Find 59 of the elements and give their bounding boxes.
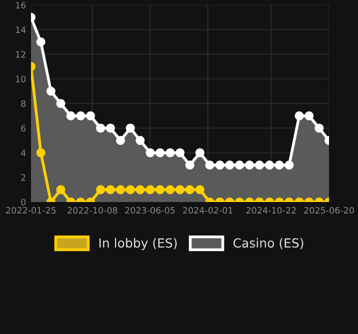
- y-tick-label: 2: [21, 174, 26, 181]
- point: [116, 185, 126, 194]
- point: [175, 148, 185, 158]
- x-tick-label: 2022-01-25: [6, 207, 56, 214]
- x-tick-label: 2025-06-20: [304, 207, 354, 214]
- point: [304, 111, 314, 120]
- point: [86, 111, 96, 120]
- legend-label: Casino (ES): [233, 238, 304, 250]
- point: [234, 160, 244, 170]
- point: [156, 148, 165, 158]
- point: [66, 111, 76, 120]
- point: [274, 160, 284, 170]
- point: [166, 148, 175, 158]
- point: [195, 185, 204, 194]
- point: [96, 124, 106, 133]
- x-tick-label: 2022-10-08: [68, 207, 118, 214]
- x-tick-label: 2024-02-01: [183, 207, 232, 214]
- point: [205, 160, 214, 170]
- point: [126, 185, 135, 194]
- point: [126, 124, 135, 133]
- point: [156, 185, 165, 194]
- point: [146, 148, 155, 158]
- y-tick-label: 10: [16, 76, 26, 82]
- point: [215, 160, 224, 170]
- point: [106, 124, 115, 133]
- y-tick-label: 16: [16, 2, 26, 8]
- point: [56, 185, 66, 194]
- point: [56, 98, 66, 108]
- point: [116, 136, 126, 145]
- point: [245, 160, 254, 170]
- point: [136, 136, 145, 145]
- point: [254, 160, 264, 170]
- legend-label: In lobby (ES): [99, 238, 177, 250]
- point: [136, 185, 145, 194]
- y-tick-label: 0: [21, 198, 26, 206]
- point: [314, 124, 324, 133]
- y-tick-label: 14: [16, 26, 26, 33]
- point: [36, 148, 46, 158]
- point: [106, 185, 115, 194]
- point: [146, 185, 155, 194]
- point: [264, 160, 274, 170]
- point: [284, 160, 294, 170]
- x-tick-label: 2023-06-05: [125, 207, 175, 214]
- point: [46, 86, 56, 96]
- y-tick-label: 4: [21, 150, 26, 156]
- point: [76, 111, 86, 120]
- point: [225, 160, 234, 170]
- point: [36, 37, 46, 46]
- x-tick-label: 2024-10-22: [246, 207, 296, 214]
- y-tick-label: 8: [21, 100, 26, 107]
- point: [195, 148, 204, 158]
- point: [96, 185, 106, 194]
- point: [166, 185, 175, 194]
- y-tick-label: 12: [16, 51, 26, 58]
- point: [294, 111, 304, 120]
- point: [175, 185, 185, 194]
- y-tick-label: 6: [21, 124, 26, 132]
- point: [185, 185, 194, 194]
- point: [185, 160, 194, 170]
